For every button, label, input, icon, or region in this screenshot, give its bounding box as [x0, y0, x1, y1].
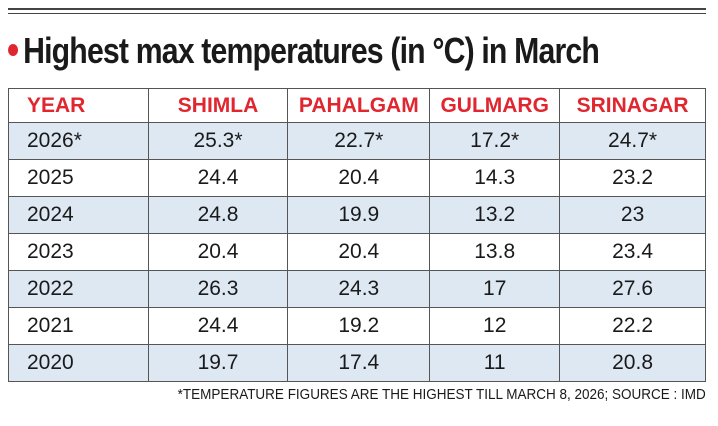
- value-cell: 26.3: [147, 270, 289, 308]
- footnote: *TEMPERATURE FIGURES ARE THE HIGHEST TIL…: [177, 386, 706, 403]
- value-cell: 23.4: [559, 233, 706, 271]
- value-cell: 12: [429, 307, 561, 345]
- top-rule: [8, 13, 706, 14]
- year-cell: 2021: [8, 307, 149, 345]
- value-cell: 27.6: [559, 270, 706, 308]
- table: YEAR SHIMLA PAHALGAM GULMARG SRINAGAR 2026* 2…: [8, 88, 706, 382]
- value-cell: 24.3: [287, 270, 431, 308]
- header-row: YEAR SHIMLA PAHALGAM GULMARG SRINAGAR: [8, 88, 706, 123]
- value-cell: 24.8: [147, 196, 289, 234]
- title: Highest max temperatures (in °C) in Marc…: [8, 30, 600, 72]
- value-cell: 24.7*: [559, 122, 706, 160]
- column-header: SHIMLA: [147, 88, 289, 123]
- year-cell: 2024: [8, 196, 149, 234]
- column-header: YEAR: [8, 88, 149, 123]
- year-cell: 2026*: [8, 122, 149, 160]
- value-cell: 17: [429, 270, 561, 308]
- value-cell: 17.2*: [429, 122, 561, 160]
- value-cell: 19.9: [287, 196, 431, 234]
- table-row: 2023 20.4 20.4 13.8 23.4: [8, 233, 706, 271]
- value-cell: 20.4: [287, 159, 431, 197]
- value-cell: 14.3: [429, 159, 561, 197]
- table-body: 2026* 25.3* 22.7* 17.2* 24.7* 2025 24.4 20.4 14.…: [8, 122, 706, 382]
- year-cell: 2022: [8, 270, 149, 308]
- value-cell: 20.4: [147, 233, 289, 271]
- bullet: [8, 44, 19, 57]
- value-cell: 25.3*: [147, 122, 289, 160]
- value-cell: 11: [429, 344, 561, 382]
- column-header: GULMARG: [429, 88, 561, 123]
- value-cell: 23.2: [559, 159, 706, 197]
- column-header: SRINAGAR: [559, 88, 706, 123]
- value-cell: 24.4: [147, 307, 289, 345]
- column-header: PAHALGAM: [287, 88, 431, 123]
- table-row: 2020 19.7 17.4 11 20.8: [8, 344, 706, 382]
- value-cell: 19.7: [147, 344, 289, 382]
- value-cell: 20.4: [287, 233, 431, 271]
- table-row: 2025 24.4 20.4 14.3 23.2: [8, 159, 706, 197]
- value-cell: 22.2: [559, 307, 706, 345]
- table-row: 2024 24.8 19.9 13.2 23: [8, 196, 706, 234]
- table-row: 2026* 25.3* 22.7* 17.2* 24.7*: [8, 122, 706, 160]
- year-cell: 2020: [8, 344, 149, 382]
- year-cell: 2023: [8, 233, 149, 271]
- year-cell: 2025: [8, 159, 149, 197]
- value-cell: 17.4: [287, 344, 431, 382]
- value-cell: 24.4: [147, 159, 289, 197]
- value-cell: 22.7*: [287, 122, 431, 160]
- table-row: 2021 24.4 19.2 12 22.2: [8, 307, 706, 345]
- table-row: 2022 26.3 24.3 17 27.6: [8, 270, 706, 308]
- value-cell: 13.2: [429, 196, 561, 234]
- value-cell: 23: [559, 196, 706, 234]
- value-cell: 13.8: [429, 233, 561, 271]
- top-rule: [8, 8, 706, 10]
- title-text: Highest max temperatures (in °C) in Marc…: [23, 30, 600, 71]
- value-cell: 19.2: [287, 307, 431, 345]
- value-cell: 20.8: [559, 344, 706, 382]
